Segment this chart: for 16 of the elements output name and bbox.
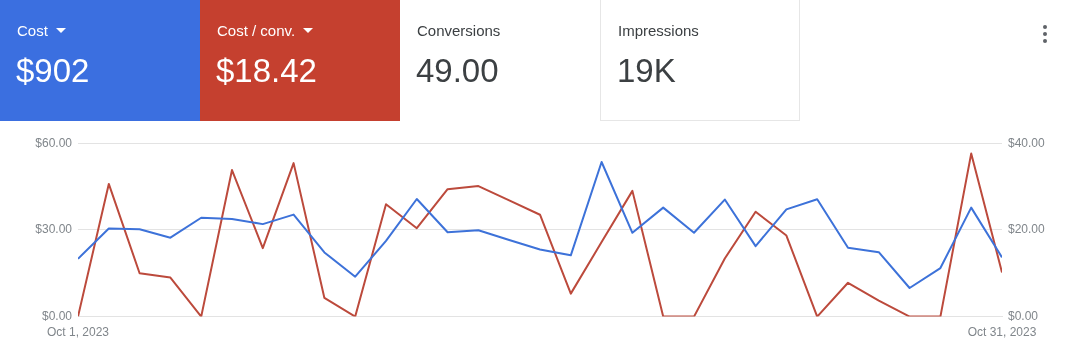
text: Cost / conv. xyxy=(217,22,296,39)
text: Cost xyxy=(17,22,48,39)
y2-tick-label: $20.00 xyxy=(1008,222,1046,237)
x-tick-label: Oct 1, 2023 xyxy=(46,325,110,340)
text: Impressions xyxy=(618,22,699,39)
y2-tick-label: $40.00 xyxy=(1008,135,1046,150)
text: $18.42 xyxy=(216,52,317,90)
y-tick-label: $0.00 xyxy=(41,308,73,323)
text: Conversions xyxy=(417,22,501,39)
text: 19K xyxy=(617,52,676,90)
text: $902 xyxy=(16,52,90,90)
text: 49.00 xyxy=(416,52,499,90)
y-tick-label: $30.00 xyxy=(35,222,73,237)
x-tick-label: Oct 31, 2023 xyxy=(967,325,1037,340)
y2-tick-label: $0.00 xyxy=(1008,308,1039,323)
y-tick-label: $60.00 xyxy=(35,135,73,150)
